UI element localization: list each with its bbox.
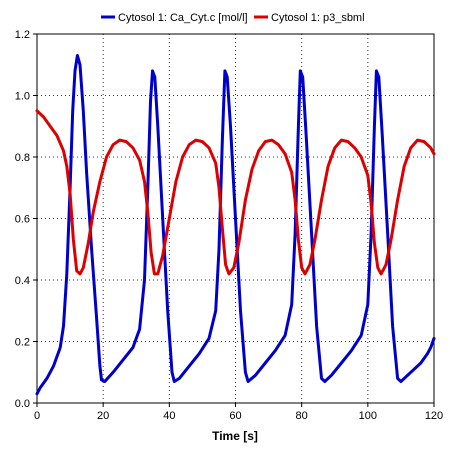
y-tick-label: 0.8	[15, 152, 30, 164]
x-tick-label: 20	[97, 410, 109, 422]
legend: Cytosol 1: Ca_Cyt.c [mol/l] Cytosol 1: p…	[101, 12, 365, 24]
legend-label-ca-cyt: Cytosol 1: Ca_Cyt.c [mol/l]	[118, 12, 248, 24]
x-tick-label: 60	[229, 410, 241, 422]
y-tick-label: 1.0	[15, 91, 30, 103]
x-axis-title: Time [s]	[212, 429, 258, 443]
y-tick-label: 0.0	[15, 398, 30, 410]
y-tick-label: 0.2	[15, 337, 30, 349]
x-tick-label: 80	[296, 410, 308, 422]
y-tick-label: 0.4	[15, 275, 30, 287]
y-tick-label: 0.6	[15, 214, 30, 226]
x-tick-label: 100	[359, 410, 377, 422]
x-tick-label: 40	[163, 410, 175, 422]
y-tick-label: 1.2	[15, 29, 30, 41]
legend-label-p3: Cytosol 1: p3_sbml	[271, 12, 365, 24]
x-axis-ticks: 0 20 40 60 80 100 120	[34, 403, 443, 422]
series-layer	[35, 54, 436, 396]
x-tick-label: 0	[34, 410, 40, 422]
y-axis-ticks: 0.0 0.2 0.4 0.6 0.8 1.0 1.2	[15, 29, 37, 410]
series-line-p3	[35, 109, 436, 276]
x-tick-label: 120	[425, 410, 443, 422]
series-line-ca-cyt	[35, 54, 436, 396]
